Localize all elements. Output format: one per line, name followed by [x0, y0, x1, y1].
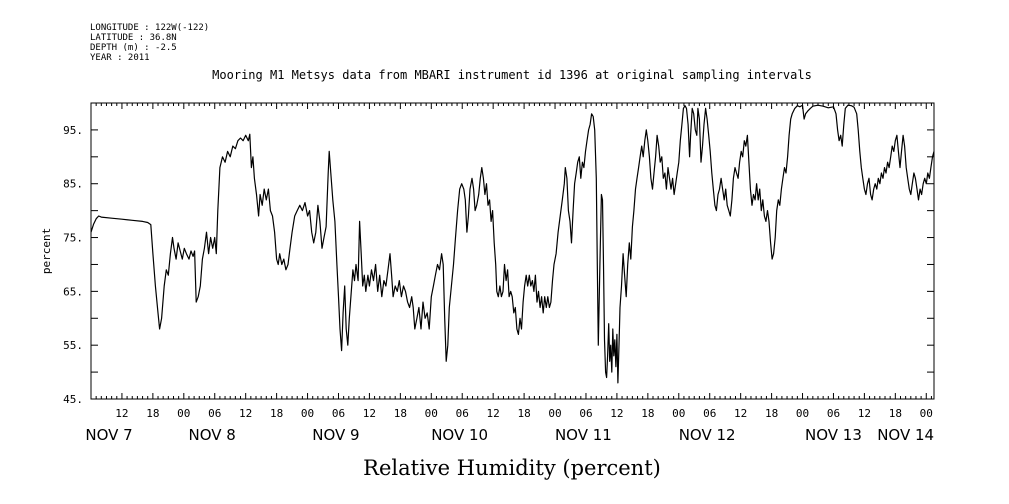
- x-hour-label: 00: [672, 407, 685, 420]
- x-hour-label: 06: [579, 407, 592, 420]
- x-hour-label: 18: [394, 407, 407, 420]
- x-hour-label: 06: [827, 407, 840, 420]
- x-day-labels: NOV 7 NOV 8 NOV 9 NOV 10 NOV 11 NOV 12 NOV 13 N…: [85, 426, 934, 444]
- x-hour-label: 06: [703, 407, 716, 420]
- x-hour-label: 00: [920, 407, 933, 420]
- chart-title: Mooring M1 Metsys data from MBARI instru…: [212, 68, 812, 82]
- x-hour-label: 06: [332, 407, 345, 420]
- x-day-label: NOV 8: [188, 426, 235, 444]
- x-axis-title: Relative Humidity (percent): [363, 456, 661, 480]
- x-hour-label: 00: [425, 407, 438, 420]
- x-hour-label: 12: [115, 407, 128, 420]
- x-day-label: NOV 10: [431, 426, 488, 444]
- x-hour-label: 12: [734, 407, 747, 420]
- x-hour-label: 12: [858, 407, 871, 420]
- y-tick-label: 65.: [63, 285, 83, 298]
- x-day-label: NOV 13: [805, 426, 862, 444]
- year-text: YEAR : 2011: [90, 53, 150, 63]
- x-hour-label: 06: [208, 407, 221, 420]
- y-tick-label: 85.: [63, 178, 83, 191]
- x-hour-label: 18: [889, 407, 902, 420]
- y-tick-label: 55.: [63, 339, 83, 352]
- x-hour-label: 18: [146, 407, 159, 420]
- longitude-text: LONGITUDE : 122W(-122): [90, 23, 209, 33]
- x-hour-label: 12: [239, 407, 252, 420]
- x-hour-label: 18: [765, 407, 778, 420]
- x-hour-label: 00: [301, 407, 314, 420]
- x-hour-label: 00: [796, 407, 809, 420]
- x-hour-label: 00: [548, 407, 561, 420]
- x-day-label: NOV 11: [555, 426, 612, 444]
- x-hour-label: 18: [270, 407, 283, 420]
- x-hour-label: 12: [610, 407, 623, 420]
- x-hour-label: 12: [363, 407, 376, 420]
- depth-text: DEPTH (m) : -2.5: [90, 43, 177, 53]
- x-hour-label: 00: [177, 407, 190, 420]
- x-day-label: NOV 7: [85, 426, 132, 444]
- axis-ticks: [90, 102, 934, 400]
- x-hour-label: 18: [517, 407, 530, 420]
- x-day-label: NOV 12: [679, 426, 736, 444]
- y-tick-label: 45.: [63, 393, 83, 406]
- y-tick-labels: 45. 55. 65. 75. 85. 95.: [63, 124, 83, 406]
- latitude-text: LATITUDE : 36.8N: [90, 33, 177, 43]
- plot-frame: [90, 102, 935, 400]
- humidity-series-line: [90, 104, 935, 384]
- x-day-label: NOV 14: [877, 426, 934, 444]
- x-hour-label: 18: [641, 407, 654, 420]
- x-day-label: NOV 9: [312, 426, 359, 444]
- y-tick-label: 95.: [63, 124, 83, 137]
- location-metadata: LONGITUDE : 122W(-122) LATITUDE : 36.8N …: [90, 23, 209, 63]
- y-axis-title: percent: [40, 228, 53, 274]
- y-tick-label: 75.: [63, 232, 83, 245]
- x-hour-label: 12: [487, 407, 500, 420]
- x-hour-label: 06: [456, 407, 469, 420]
- x-hour-labels: 12 18 00 06 12 18 00 06 12 18 00 06 12 18 00 06 12 18 00 06…: [115, 407, 933, 420]
